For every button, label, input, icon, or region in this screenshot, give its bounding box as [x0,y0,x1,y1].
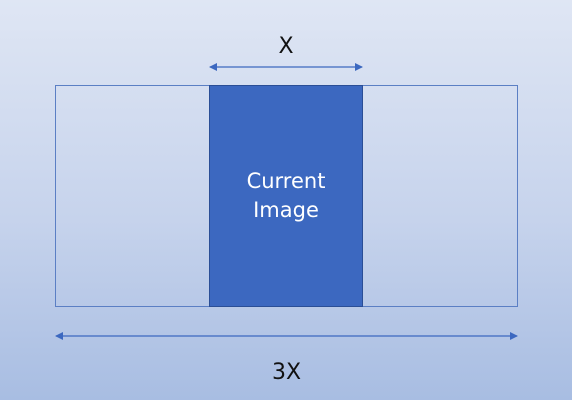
current-image-label: Current Image [246,169,326,222]
inner-width-label: X [278,34,294,59]
outer-width-label: 3X [271,360,302,385]
current-image-box: Current Image [209,85,363,307]
